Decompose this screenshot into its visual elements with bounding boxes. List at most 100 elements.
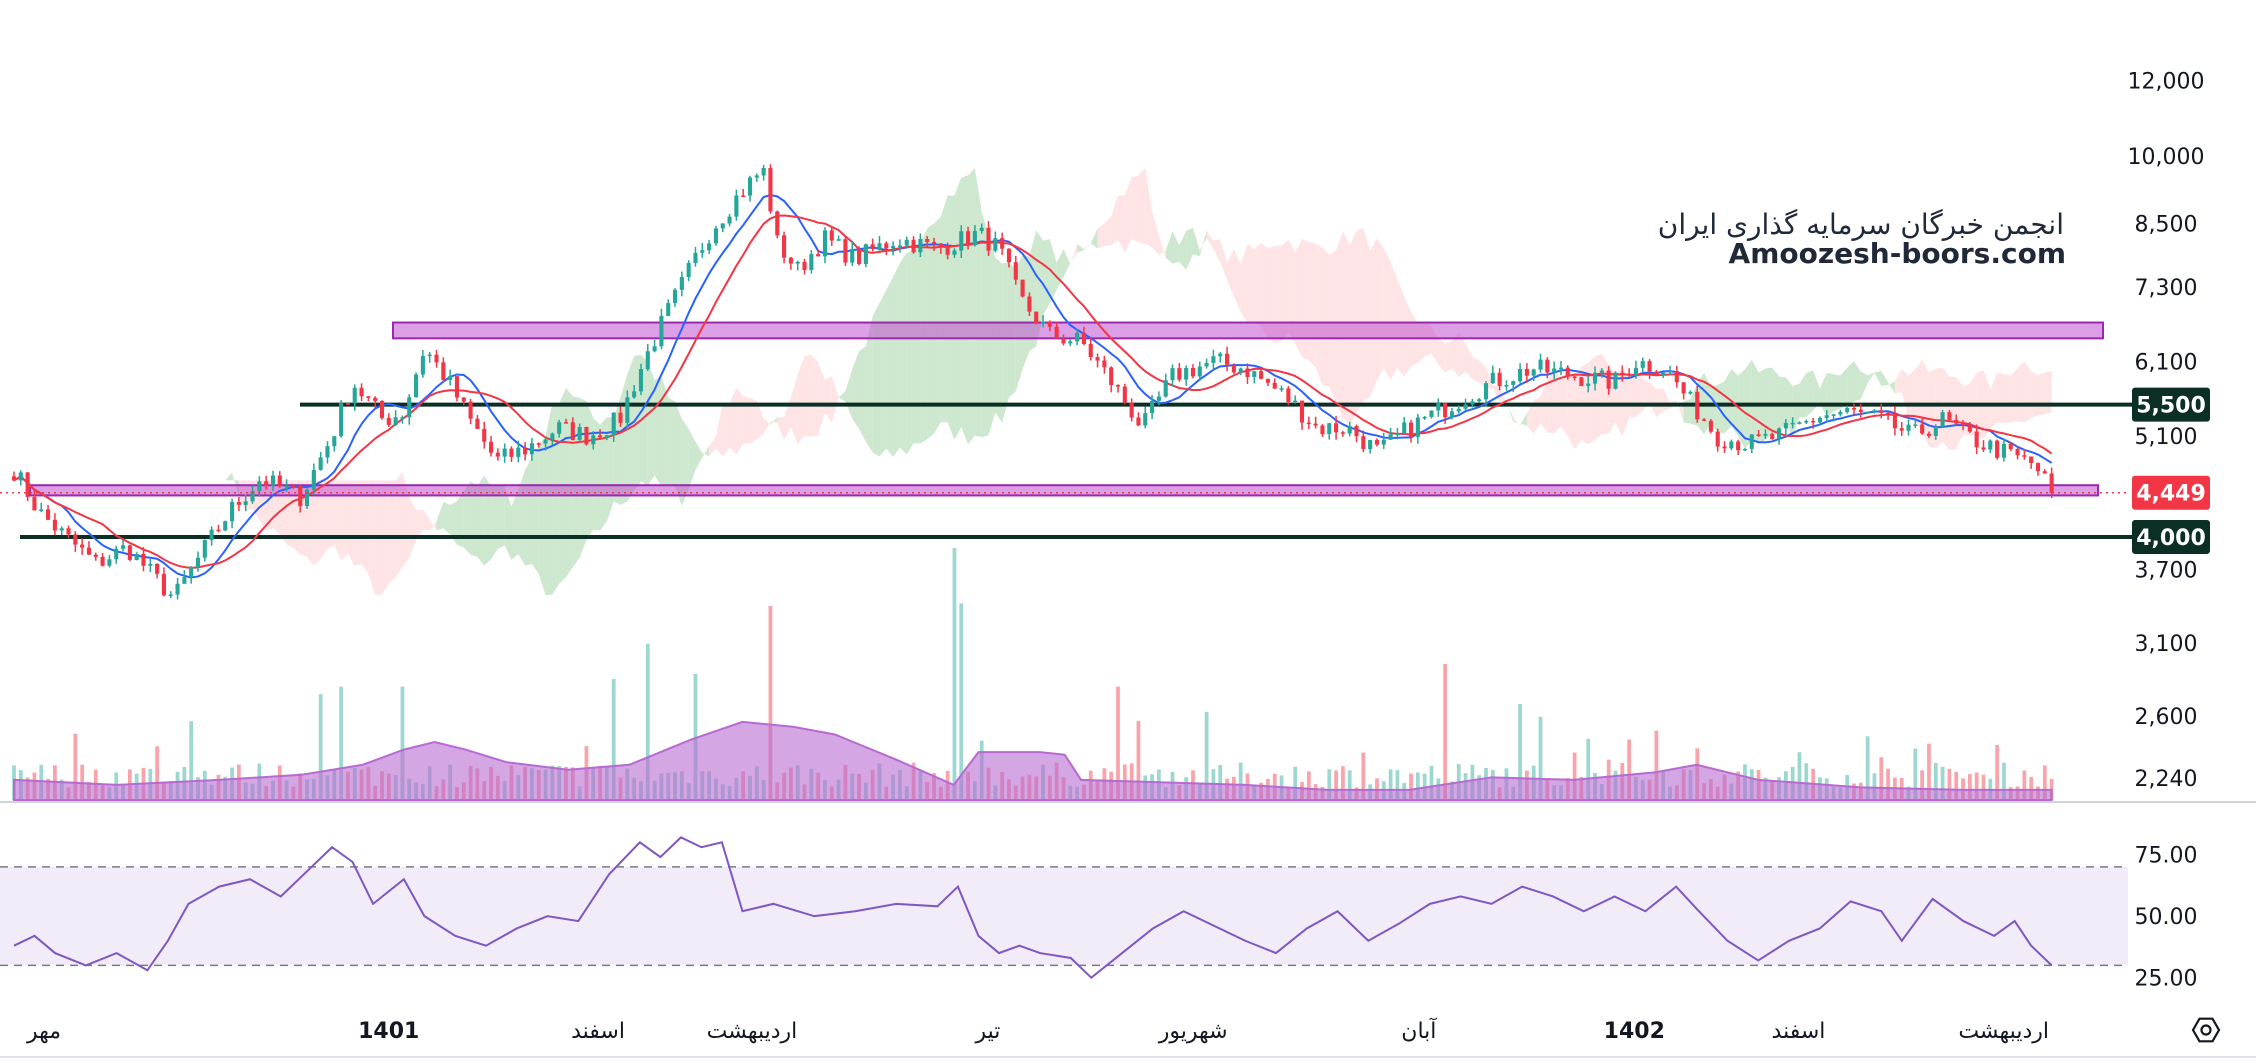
candle-body [304,489,310,507]
cloud-segment [675,401,682,507]
candle-body [1143,413,1148,426]
cloud-segment [1554,368,1561,434]
candle-body [1511,381,1516,385]
candle-body [911,239,916,253]
cloud-segment [531,446,539,574]
volume-bar [952,548,957,800]
candle-body [1879,410,1884,413]
cloud-segment [1124,177,1132,253]
horizontal-levels[interactable] [20,402,2136,539]
support-zone[interactable] [29,484,2099,497]
candle-body [1654,371,1659,376]
candle-body [73,534,78,545]
candle-body [284,485,289,488]
candle-body [1558,367,1564,370]
cloud-segment [654,376,662,487]
candle-body [1279,388,1284,390]
candle-body [1422,416,1427,419]
cloud-segment [1172,231,1180,264]
candle-body [1531,369,1536,376]
volume-bar [1927,743,1931,800]
cloud-segment [511,489,519,560]
candle-body [1960,423,1966,426]
candle-body [1729,441,1734,449]
candle-body [979,227,984,231]
price-tick-label: 10,000 [2128,145,2205,170]
candle-body [1109,367,1114,386]
price-zones[interactable] [29,321,2104,497]
candle-body [1933,426,1938,436]
candle-body [1340,432,1345,434]
candle-body [1381,439,1386,445]
candle-body [1606,370,1611,389]
candle-body [1218,353,1223,357]
candle-body [182,577,187,584]
cloud-segment [334,480,342,560]
candle-body [1763,434,1768,436]
candle-body [1320,425,1325,435]
volume-bar [1804,763,1809,800]
candle-body [223,521,228,531]
candle-body [1034,311,1039,324]
candle-body [829,230,834,241]
cloud-segment [1520,413,1527,426]
volume-bar [645,643,650,800]
candle-body [1845,408,1850,413]
volume-bar [1879,757,1884,800]
candle-body [870,244,875,250]
resistance-zone[interactable] [392,321,2104,340]
volume-bar [1995,744,1999,800]
cloud-segment [422,509,430,531]
hexagon-gear-icon[interactable] [2191,1017,2221,1043]
cloud-segment [1997,372,2004,423]
cloud-segment [1928,368,1936,449]
volume-bar [400,686,405,800]
candle-body [1715,431,1720,447]
volume-bar [1361,752,1366,800]
candle-body [250,491,255,502]
cloud-segment [1213,239,1221,263]
price-tick-label: 7,300 [2135,276,2198,301]
candle-body [986,227,991,251]
cloud-segment [750,397,757,444]
cloud-segment [709,436,716,457]
level-tag-5500-bg [2132,387,2210,422]
candle-body [509,448,514,457]
time-scale[interactable]: مهر 1401 اسفند اردیبهشت تیر شهریور آبان 1402 اسف… [26,1017,2049,1044]
price-tick-label: 8,500 [2135,213,2198,238]
cloud-segment [1233,248,1241,312]
candle-body [1027,296,1032,312]
candle-body [1872,410,1877,412]
cloud-segment [572,396,580,568]
price-scale[interactable]: 12,000 10,000 8,500 7,300 6,100 5,100 3,700 3,1… [2128,69,2205,792]
candle-body [189,567,194,578]
candle-body [1545,359,1550,373]
candle-body [1047,321,1052,327]
candle-body [407,397,412,418]
cloud-segment [1131,175,1139,243]
candle-body [1259,371,1264,379]
cloud-segment [1847,361,1855,405]
cloud-segment [1472,357,1480,383]
candle-body [652,346,657,352]
cloud-segment [1206,230,1214,249]
cloud-segment [2044,371,2052,415]
candle-body [1702,419,1707,421]
candle-body [195,557,201,568]
candle-body [782,235,787,258]
candle-body [884,243,889,249]
candle-body [1347,426,1352,434]
candle-body [843,239,848,263]
candlestick-series [11,164,2054,600]
candle-body [2015,449,2020,456]
cloud-segment [1458,332,1466,377]
cloud-segment [647,362,655,486]
candle-body [536,443,541,445]
candle-body [550,433,555,440]
time-tick-label: آبان [1401,1017,1437,1044]
candle-body [1156,396,1161,401]
cloud-segment [1199,230,1207,257]
volume-bar [189,721,194,800]
cloud-segment [1942,367,1950,451]
